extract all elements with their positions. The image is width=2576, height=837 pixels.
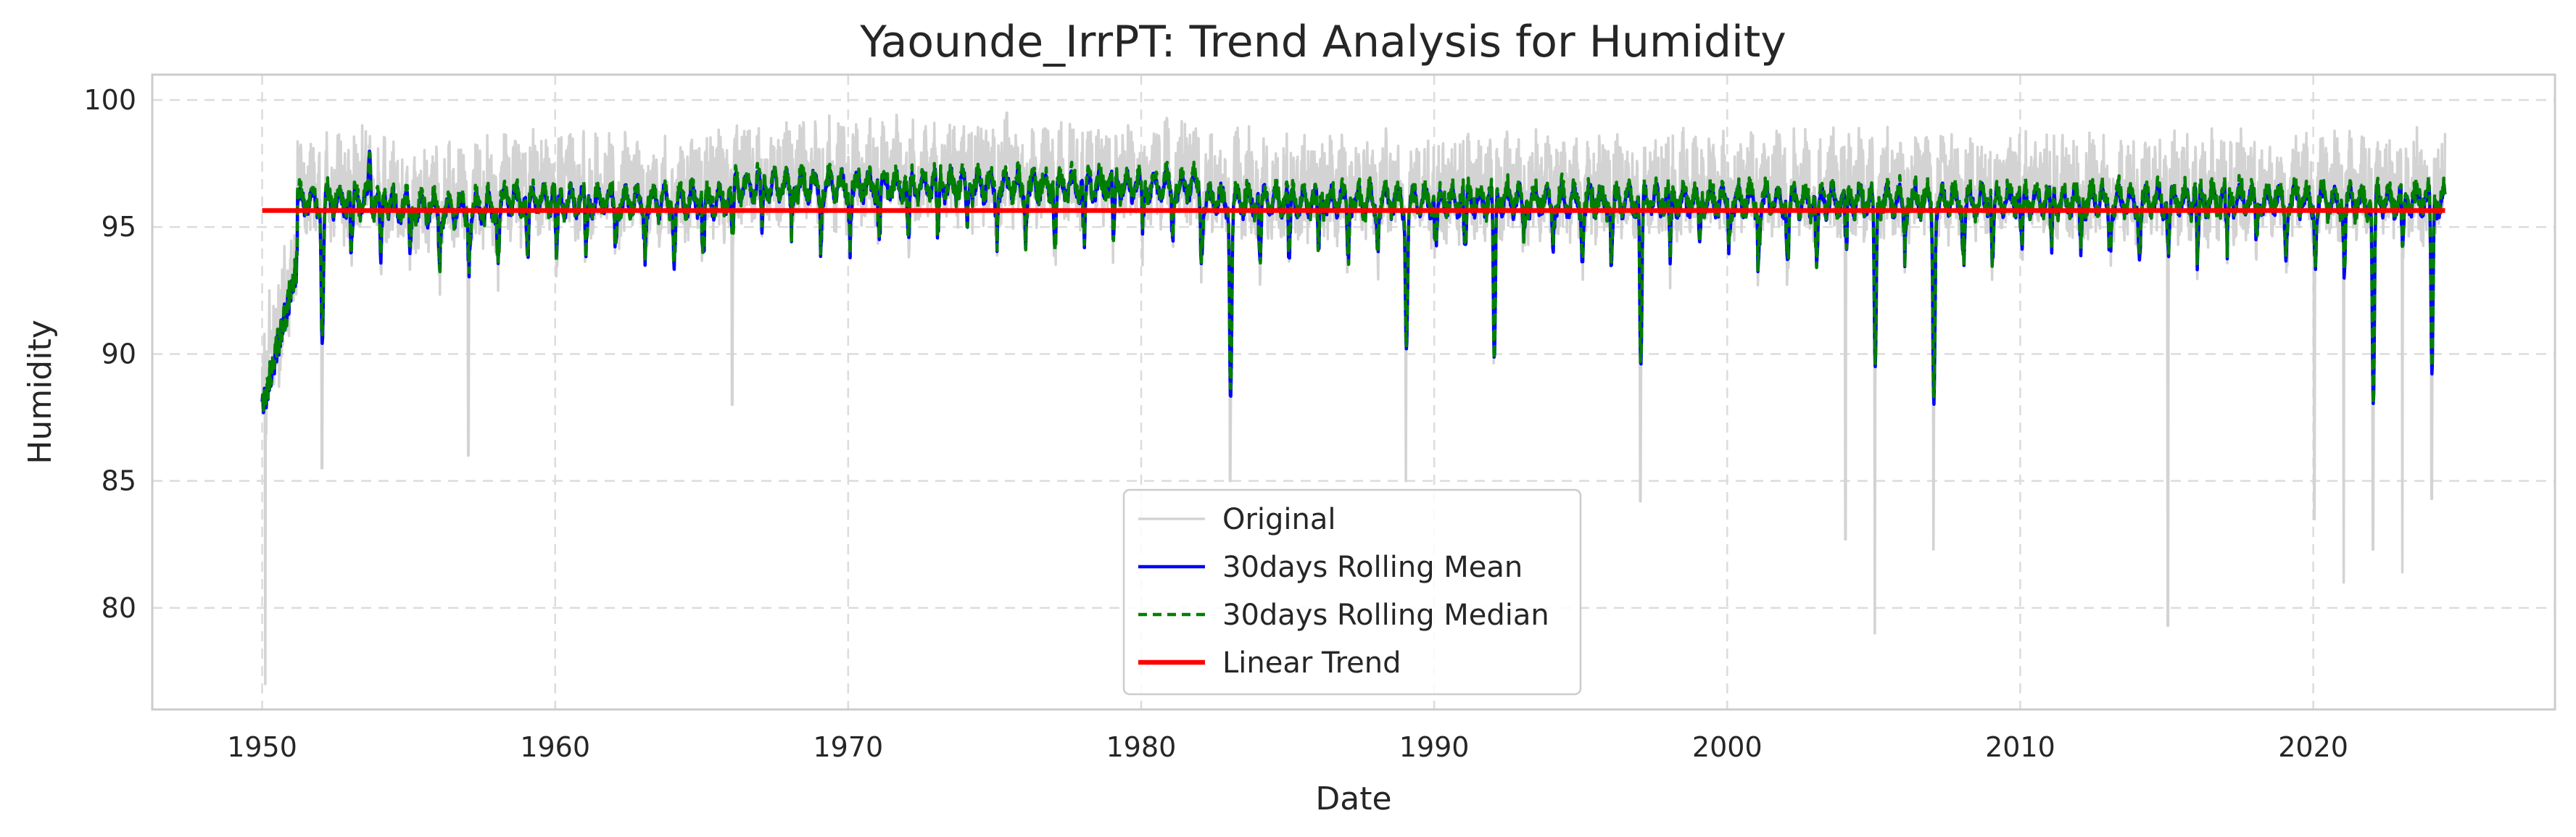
x-tick-label: 1980 xyxy=(1106,731,1177,763)
x-tick-label: 2020 xyxy=(2278,731,2348,763)
x-tick-label: 2010 xyxy=(1985,731,2055,763)
chart-title: Yaounde_IrrPT: Trend Analysis for Humidi… xyxy=(859,17,1786,67)
y-tick-label: 80 xyxy=(102,592,136,624)
legend-box xyxy=(1122,488,1582,696)
y-axis-title: Humidity xyxy=(22,320,59,465)
plot-area-frame xyxy=(151,73,2556,711)
series-rolling-median-line xyxy=(260,151,2447,412)
x-tick-label: 1970 xyxy=(813,731,883,763)
y-tick-label: 100 xyxy=(83,84,136,116)
legend-label: Linear Trend xyxy=(1222,646,1401,680)
tick-layer: 1950 1960 1970 1980 1990 2000 2010 2020 80 85 90 95… xyxy=(83,84,2348,763)
legend-label: 30days Rolling Median xyxy=(1222,599,1549,632)
y-tick-label: 90 xyxy=(102,338,136,370)
y-tick-label: 95 xyxy=(102,211,136,243)
chart-legend: Original 30days Rolling Mean 30days Rollin… xyxy=(1122,488,1582,696)
x-axis-title: Date xyxy=(1315,780,1391,817)
x-tick-label: 1960 xyxy=(520,731,590,763)
x-tick-label: 1950 xyxy=(227,731,297,763)
legend-label: 30days Rolling Mean xyxy=(1222,551,1523,584)
series-layer xyxy=(260,111,2447,686)
y-tick-label: 85 xyxy=(102,465,136,497)
x-tick-label: 1990 xyxy=(1399,731,1470,763)
legend-label: Original xyxy=(1222,503,1336,536)
x-tick-label: 2000 xyxy=(1692,731,1763,763)
